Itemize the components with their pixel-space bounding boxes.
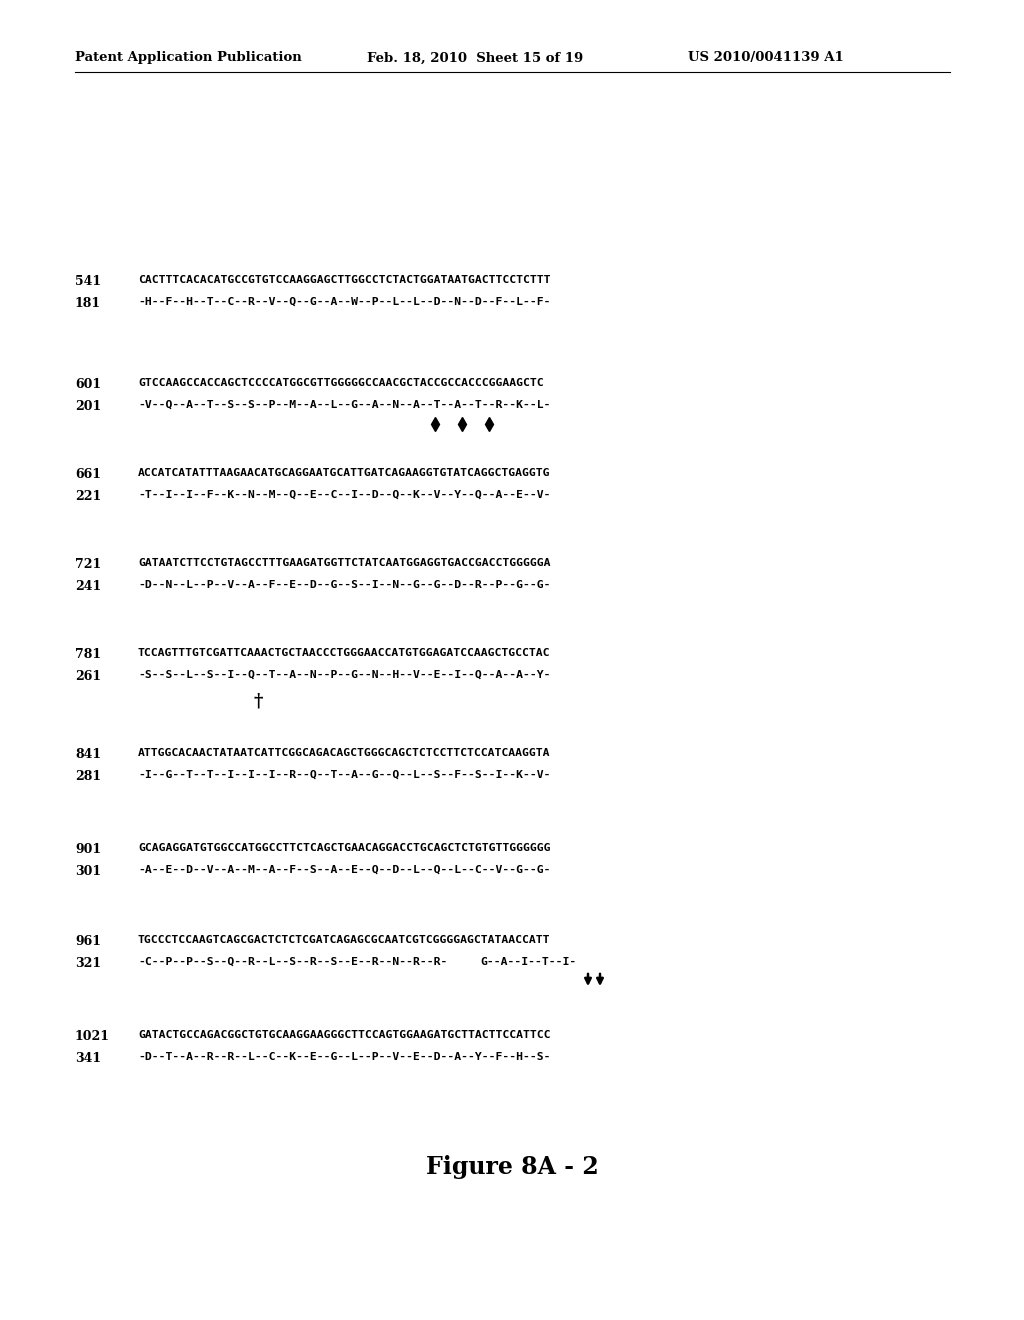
Text: CACTTTCACACATGCCGTGTCCAAGGAGCTTGGCCTCTACTGGATAATGACTTCCTCTTT: CACTTTCACACATGCCGTGTCCAAGGAGCTTGGCCTCTAC… bbox=[138, 275, 551, 285]
Text: -C--P--P--S--Q--R--L--S--R--S--E--R--N--R--R-: -C--P--P--S--Q--R--L--S--R--S--E--R--N--… bbox=[138, 957, 447, 968]
Text: 281: 281 bbox=[75, 770, 101, 783]
Text: -D--N--L--P--V--A--F--E--D--G--S--I--N--G--G--D--R--P--G--G-: -D--N--L--P--V--A--F--E--D--G--S--I--N--… bbox=[138, 579, 551, 590]
Text: ATTGGCACAACTATAATCATTCGGCAGACAGCTGGGCAGCTCTCCTTCTCCATCAAGGTA: ATTGGCACAACTATAATCATTCGGCAGACAGCTGGGCAGC… bbox=[138, 748, 551, 758]
Text: G--A--I--T--I-: G--A--I--T--I- bbox=[480, 957, 577, 968]
Text: -T--I--I--F--K--N--M--Q--E--C--I--D--Q--K--V--Y--Q--A--E--V-: -T--I--I--F--K--N--M--Q--E--C--I--D--Q--… bbox=[138, 490, 551, 500]
Text: 721: 721 bbox=[75, 558, 101, 572]
Text: 1021: 1021 bbox=[75, 1030, 110, 1043]
Text: -I--G--T--T--I--I--I--R--Q--T--A--G--Q--L--S--F--S--I--K--V-: -I--G--T--T--I--I--I--R--Q--T--A--G--Q--… bbox=[138, 770, 551, 780]
Text: -S--S--L--S--I--Q--T--A--N--P--G--N--H--V--E--I--Q--A--A--Y-: -S--S--L--S--I--Q--T--A--N--P--G--N--H--… bbox=[138, 671, 551, 680]
Text: 781: 781 bbox=[75, 648, 101, 661]
Text: GATAATCTTCCTGTAGCCTTTGAAGATGGTTCTATCAATGGAGGTGACCGACCTGGGGGA: GATAATCTTCCTGTAGCCTTTGAAGATGGTTCTATCAATG… bbox=[138, 558, 551, 568]
Text: †: † bbox=[253, 692, 263, 710]
Text: 261: 261 bbox=[75, 671, 101, 682]
Text: Patent Application Publication: Patent Application Publication bbox=[75, 51, 302, 65]
Text: Figure 8A - 2: Figure 8A - 2 bbox=[426, 1155, 598, 1179]
Text: TCCAGTTTGTCGATTCAAACTGCTAACCCTGGGAACCATGTGGAGATCCAAGCTGCCTAC: TCCAGTTTGTCGATTCAAACTGCTAACCCTGGGAACCATG… bbox=[138, 648, 551, 657]
Text: GCAGAGGATGTGGCCATGGCCTTCTCAGCTGAACAGGACCTGCAGCTCTGTGTTGGGGGG: GCAGAGGATGTGGCCATGGCCTTCTCAGCTGAACAGGACC… bbox=[138, 843, 551, 853]
Text: 661: 661 bbox=[75, 469, 101, 480]
Text: 241: 241 bbox=[75, 579, 101, 593]
Text: 601: 601 bbox=[75, 378, 101, 391]
Text: -V--Q--A--T--S--S--P--M--A--L--G--A--N--A--T--A--T--R--K--L-: -V--Q--A--T--S--S--P--M--A--L--G--A--N--… bbox=[138, 400, 551, 411]
Text: 181: 181 bbox=[75, 297, 101, 310]
Text: 201: 201 bbox=[75, 400, 101, 413]
Text: TGCCCTCCAAGTCAGCGACTCTCTCGATCAGAGCGCAATCGTCGGGGAGCTATAACCATT: TGCCCTCCAAGTCAGCGACTCTCTCGATCAGAGCGCAATC… bbox=[138, 935, 551, 945]
Text: -H--F--H--T--C--R--V--Q--G--A--W--P--L--L--D--N--D--F--L--F-: -H--F--H--T--C--R--V--Q--G--A--W--P--L--… bbox=[138, 297, 551, 308]
Text: Feb. 18, 2010  Sheet 15 of 19: Feb. 18, 2010 Sheet 15 of 19 bbox=[367, 51, 584, 65]
Text: 221: 221 bbox=[75, 490, 101, 503]
Text: 841: 841 bbox=[75, 748, 101, 762]
Text: 301: 301 bbox=[75, 865, 101, 878]
Text: -A--E--D--V--A--M--A--F--S--A--E--Q--D--L--Q--L--C--V--G--G-: -A--E--D--V--A--M--A--F--S--A--E--Q--D--… bbox=[138, 865, 551, 875]
Text: 321: 321 bbox=[75, 957, 101, 970]
Text: 341: 341 bbox=[75, 1052, 101, 1065]
Text: -D--T--A--R--R--L--C--K--E--G--L--P--V--E--D--A--Y--F--H--S-: -D--T--A--R--R--L--C--K--E--G--L--P--V--… bbox=[138, 1052, 551, 1063]
Text: US 2010/0041139 A1: US 2010/0041139 A1 bbox=[688, 51, 844, 65]
Text: 541: 541 bbox=[75, 275, 101, 288]
Text: GATACTGCCAGACGGCTGTGCAAGGAAGGGCTTCCAGTGGAAGATGCTTACTTCCATTCC: GATACTGCCAGACGGCTGTGCAAGGAAGGGCTTCCAGTGG… bbox=[138, 1030, 551, 1040]
Text: GTCCAAGCCACCAGCTCCCCATGGCGTTGGGGGCCAACGCTACCGCCACCCGGAAGCTC: GTCCAAGCCACCAGCTCCCCATGGCGTTGGGGGCCAACGC… bbox=[138, 378, 544, 388]
Text: 901: 901 bbox=[75, 843, 101, 855]
Text: ACCATCATATTTAAGAACATGCAGGAATGCATTGATCAGAAGGTGTATCAGGCTGAGGTG: ACCATCATATTTAAGAACATGCAGGAATGCATTGATCAGA… bbox=[138, 469, 551, 478]
Text: 961: 961 bbox=[75, 935, 101, 948]
